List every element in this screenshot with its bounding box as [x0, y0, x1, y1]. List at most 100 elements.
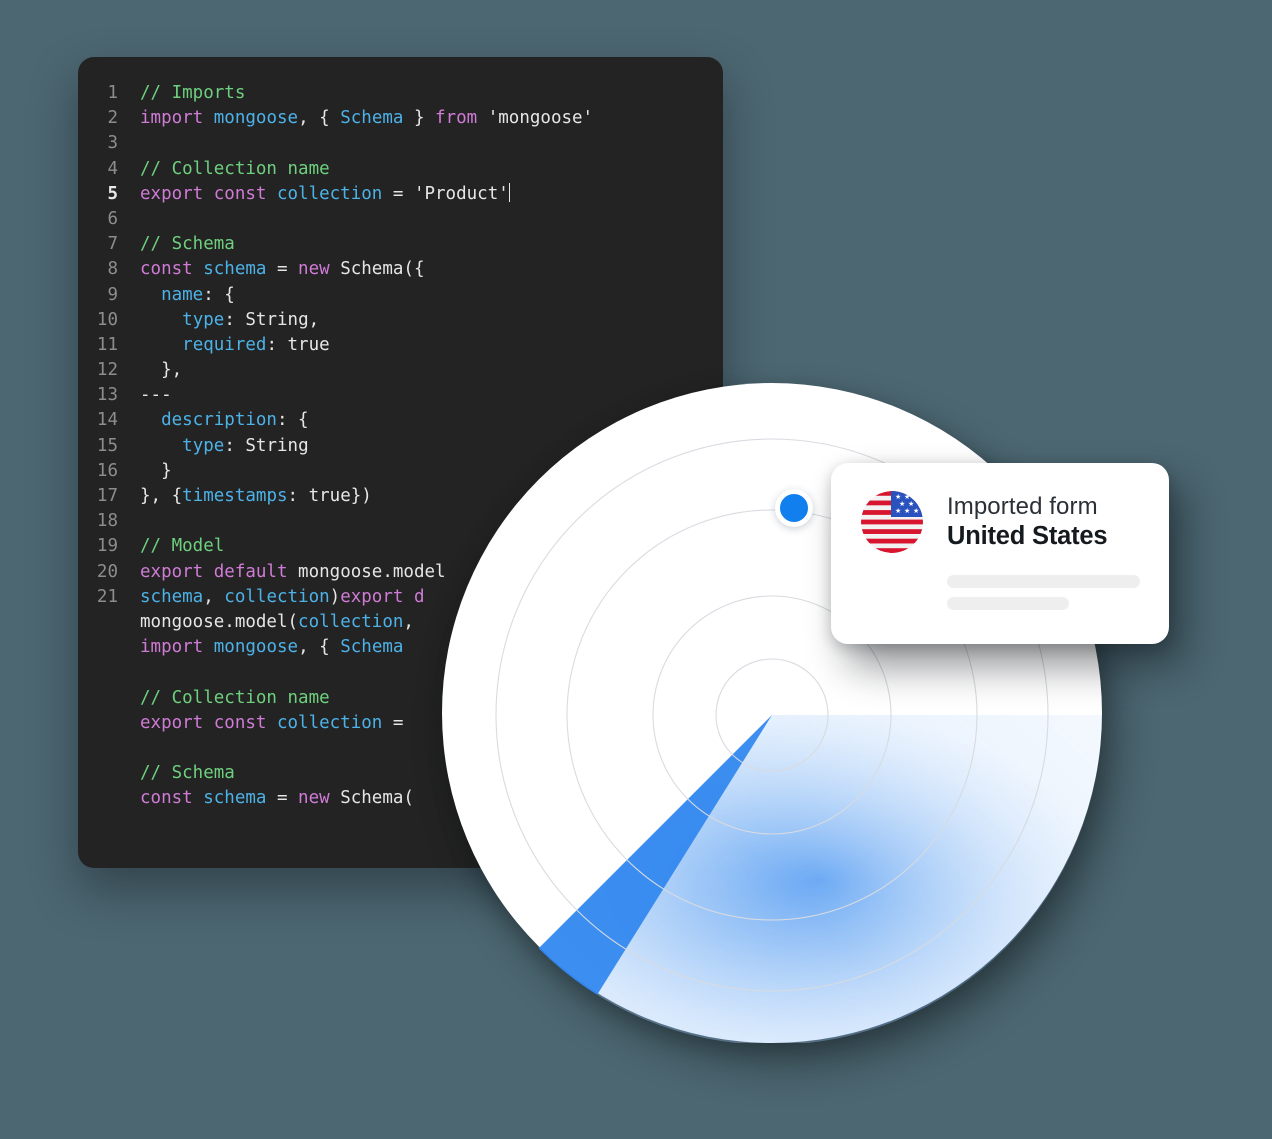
code-line: 8 const schema = new Schema({ — [78, 257, 723, 282]
code-line-text: // Schema — [140, 234, 235, 255]
svg-text:★: ★ — [913, 493, 919, 501]
code-line: const schema = new Schema( — [78, 786, 723, 811]
svg-text:★: ★ — [913, 507, 919, 515]
code-line-number: 6 — [107, 208, 118, 229]
code-line-number: 15 — [96, 435, 118, 456]
radar-ring-2 — [652, 595, 892, 835]
code-line-text: description: { — [161, 410, 309, 431]
card-title: United States — [947, 522, 1108, 551]
code-line-number — [78, 610, 140, 635]
card-text-block: Imported form United States — [947, 492, 1108, 552]
radar-rings — [495, 438, 1049, 992]
code-line: export const collection = — [78, 711, 723, 736]
code-line-number: 1 — [107, 83, 118, 103]
code-line: 21 schema, collection)export d — [78, 585, 723, 610]
code-line-number — [78, 635, 140, 660]
code-line: 13 --- — [78, 383, 723, 408]
ping-dot-icon[interactable] — [775, 489, 813, 527]
code-line-number: 9 — [107, 284, 118, 305]
svg-text:★: ★ — [899, 500, 905, 508]
code-line-text: const schema = new Schema({ — [140, 259, 425, 280]
code-line: 19 // Model — [78, 534, 723, 559]
svg-text:★: ★ — [895, 507, 901, 515]
code-line-text: --- — [140, 385, 172, 406]
code-line: 18 — [78, 509, 723, 534]
code-line: mongoose.model(collection, — [78, 610, 723, 635]
code-line-number: 5 — [107, 183, 118, 204]
code-line-text: schema, collection)export d — [140, 586, 425, 607]
code-line-number: 8 — [107, 259, 118, 280]
code-line-text: // Collection name — [140, 158, 330, 179]
radar-ring-4 — [495, 438, 1049, 992]
flag-united-states-icon: ★ ★ ★ ★ ★ ★ ★ ★ — [861, 491, 923, 553]
code-line-text: }, — [140, 360, 183, 381]
code-line-number — [78, 761, 140, 786]
radar-graphic — [495, 438, 1102, 1043]
code-line-number: 7 — [107, 234, 118, 255]
svg-text:★: ★ — [908, 500, 914, 508]
code-line: 1 // Imports — [78, 81, 723, 106]
code-line: 3 — [78, 131, 723, 156]
code-line: 2 import mongoose, { Schema } from 'mongo… — [78, 106, 723, 131]
code-line-number: 2 — [107, 108, 118, 129]
svg-text:★: ★ — [904, 507, 910, 515]
code-line-number — [78, 711, 140, 736]
code-line-text: required: true — [182, 334, 330, 355]
code-line: 17 }, {timestamps: true}) — [78, 484, 723, 509]
code-line: 11 required: true — [78, 333, 723, 358]
code-line-text: export default mongoose.model — [140, 561, 446, 582]
code-editor-content[interactable]: 1 // Imports 2 import mongoose, { Schema } … — [78, 81, 723, 811]
code-line: 6 — [78, 207, 723, 232]
code-line-number — [78, 786, 140, 811]
code-line-text: // Collection name — [140, 687, 330, 708]
code-line-number: 4 — [107, 158, 118, 179]
card-subtitle: Imported form — [947, 492, 1098, 520]
code-line-text: const schema = new Schema( — [140, 788, 414, 809]
code-line: 10 type: String, — [78, 308, 723, 333]
code-line-text: mongoose.model(collection, — [140, 611, 414, 632]
code-line-text: import mongoose, { Schema } from 'mongoo… — [140, 108, 594, 129]
code-line: 12 }, — [78, 358, 723, 383]
code-line: 14 description: { — [78, 408, 723, 433]
code-line: // Schema — [78, 761, 723, 786]
code-line-number: 12 — [96, 360, 118, 381]
text-cursor — [508, 182, 510, 202]
code-line-text: }, {timestamps: true}) — [140, 486, 372, 506]
code-line-number: 17 — [96, 486, 118, 506]
imported-from-card[interactable]: ★ ★ ★ ★ ★ ★ ★ ★ Imported form United States — [831, 463, 1169, 644]
code-line-number: 11 — [96, 334, 118, 355]
code-line-text: // Schema — [140, 763, 235, 784]
code-line-number: 14 — [96, 410, 118, 431]
code-line: import mongoose, { Schema — [78, 635, 723, 660]
code-line: // Collection name — [78, 686, 723, 711]
code-line-text: name: { — [161, 284, 235, 305]
code-line-number: 21 — [96, 586, 118, 607]
code-line-text: } — [140, 460, 172, 481]
code-line: 5 export const collection = 'Product' — [78, 182, 723, 207]
code-line: 9 name: { — [78, 283, 723, 308]
code-line: 20 export default mongoose.model — [78, 560, 723, 585]
code-line-text: // Model — [140, 536, 225, 557]
code-line-text: export const collection = 'Product' — [140, 182, 510, 204]
code-line-number: 10 — [96, 309, 118, 330]
card-header-row: ★ ★ ★ ★ ★ ★ ★ ★ Imported form United States — [861, 491, 1139, 553]
code-line-text: // Imports — [140, 83, 246, 103]
code-line-text: type: String — [182, 435, 309, 456]
card-placeholder-bars — [947, 575, 1140, 610]
code-line-number: 13 — [96, 385, 118, 406]
code-line: 4 // Collection name — [78, 157, 723, 182]
placeholder-bar-short — [947, 597, 1069, 610]
radar-ring-1 — [715, 658, 829, 772]
code-line-number: 3 — [107, 133, 118, 154]
code-line-text: type: String, — [182, 309, 320, 330]
radar-sweep-cone — [538, 715, 1102, 1043]
code-line-number: 20 — [96, 561, 118, 582]
code-line-number — [78, 686, 140, 711]
code-line-text: export const collection = — [140, 712, 404, 733]
code-line-number: 16 — [96, 460, 118, 481]
code-line-text: import mongoose, { Schema — [140, 637, 404, 658]
code-line-number: 19 — [96, 536, 118, 557]
svg-text:★: ★ — [895, 493, 901, 501]
svg-text:★: ★ — [904, 493, 910, 501]
code-line-number — [78, 660, 140, 685]
